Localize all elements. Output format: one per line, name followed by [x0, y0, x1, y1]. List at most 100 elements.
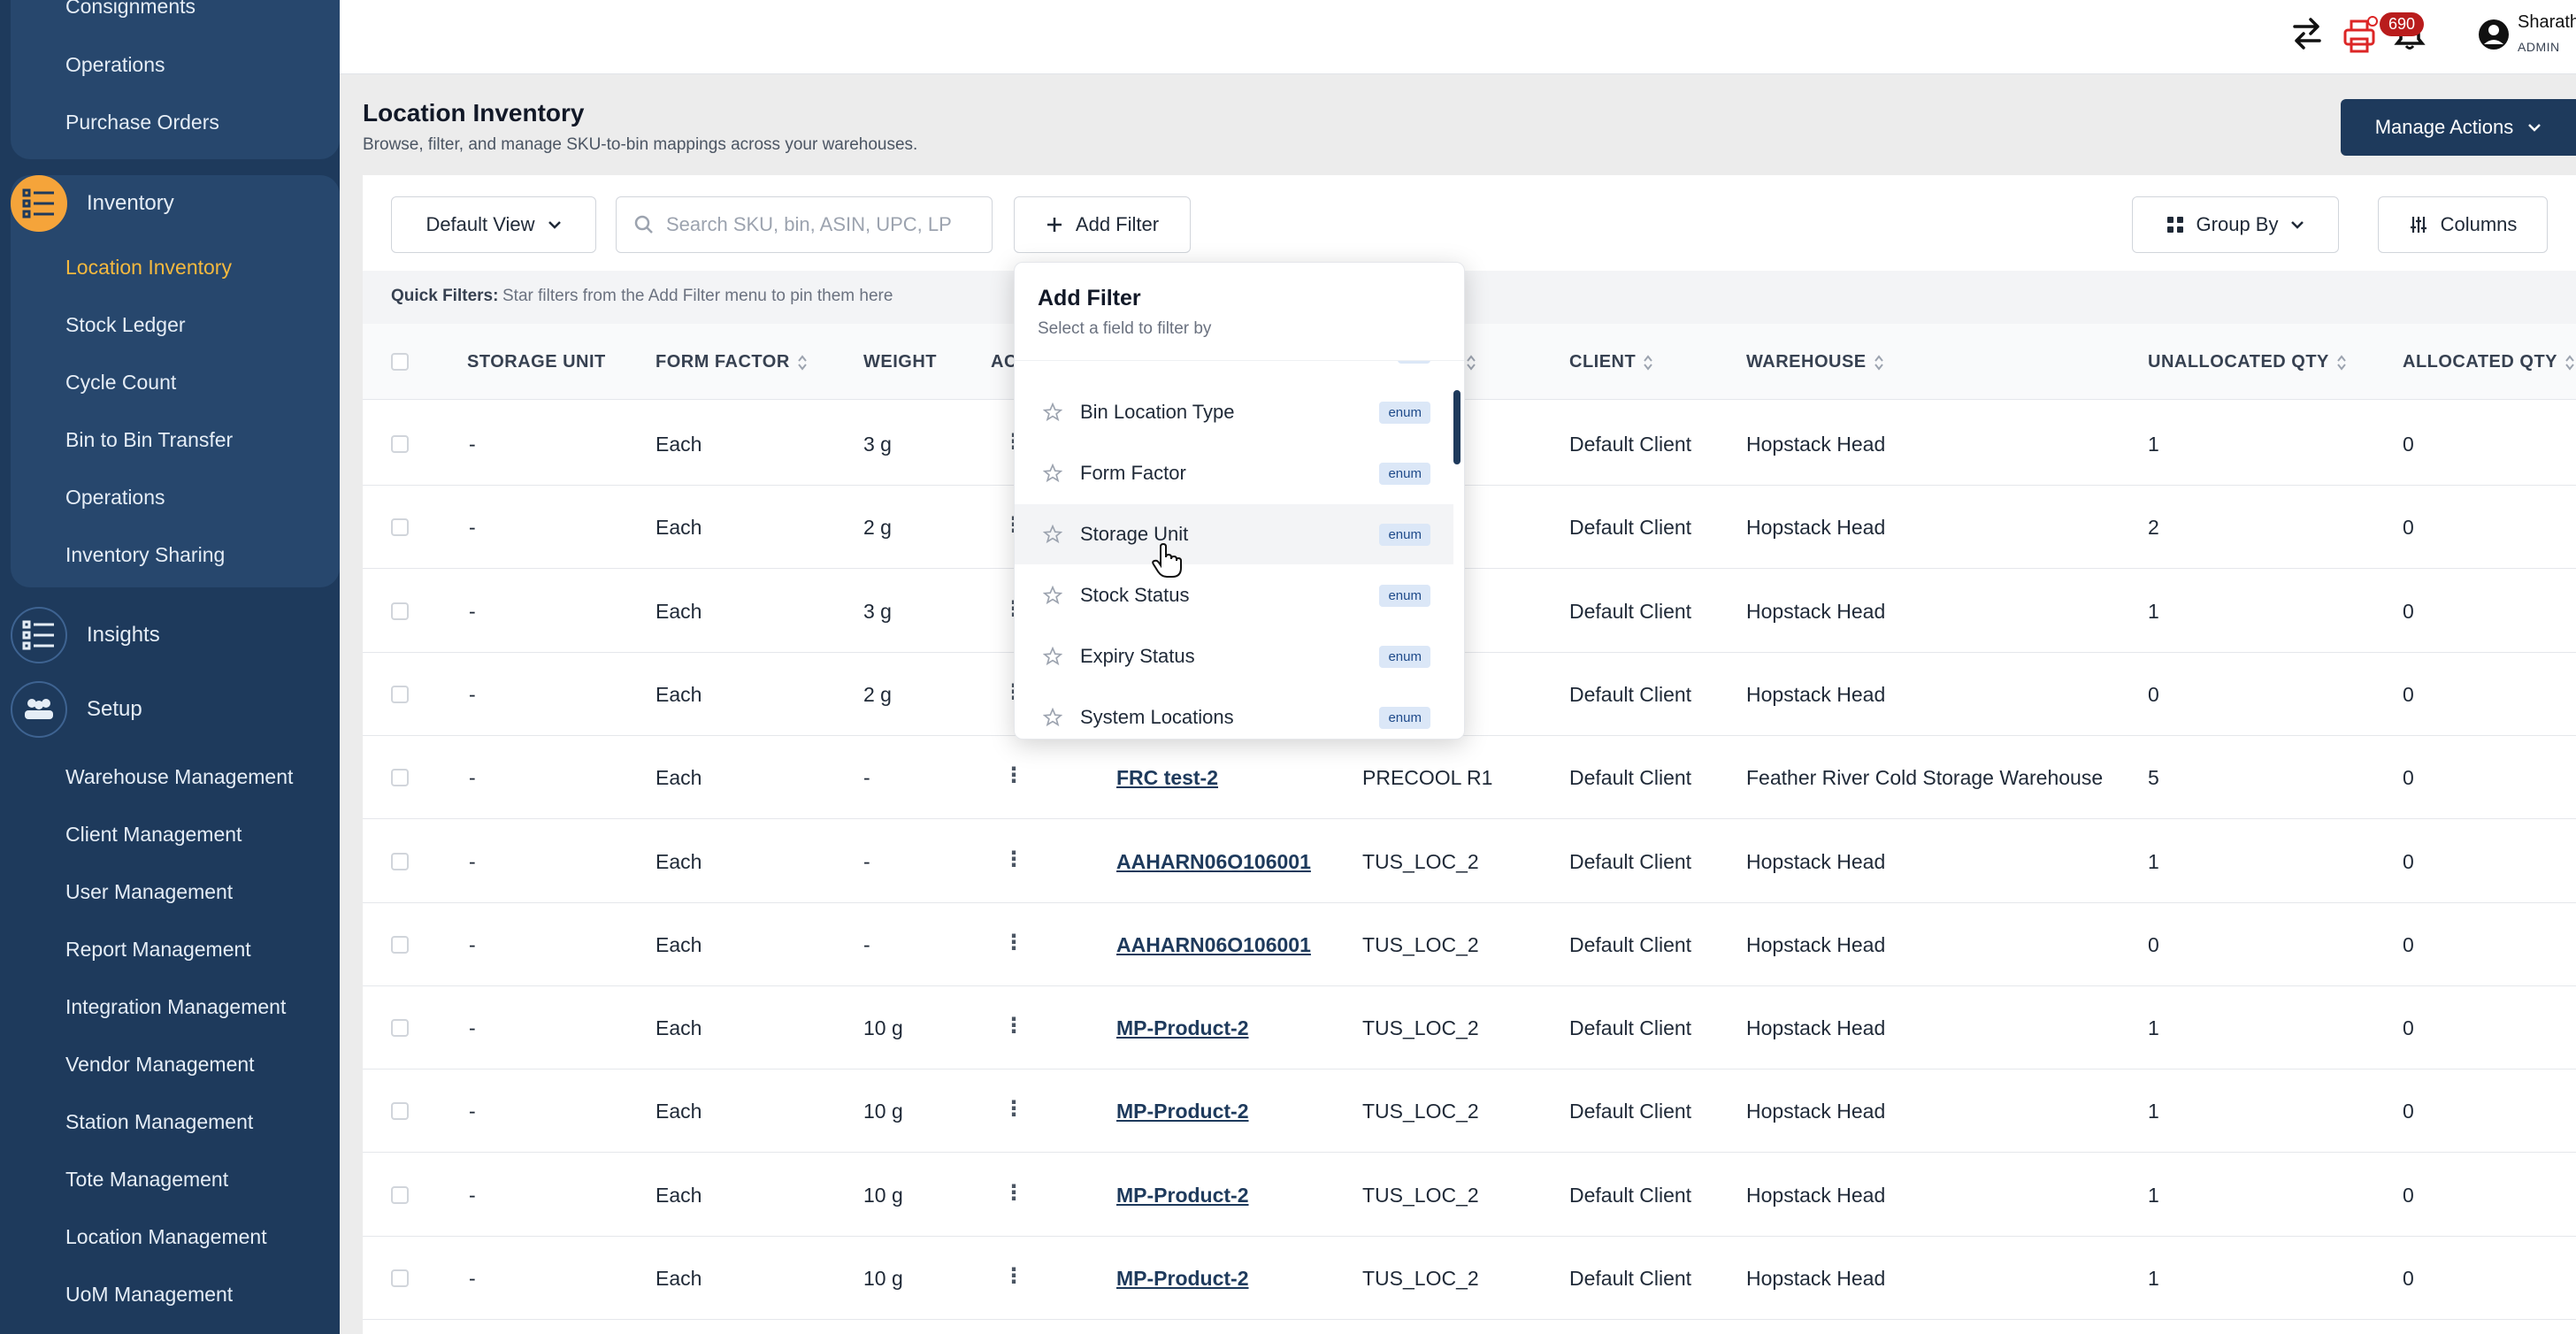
sidebar-item-user-management[interactable]: User Management: [65, 880, 234, 903]
column-header-form-factor[interactable]: FORM FACTOR: [656, 352, 808, 372]
search-box[interactable]: [616, 196, 993, 253]
cell-sku[interactable]: FRC test-2: [1116, 766, 1219, 790]
table-row[interactable]: [363, 986, 2576, 1070]
sidebar-item-purchase-orders[interactable]: Purchase Orders: [65, 111, 219, 134]
cell-sku[interactable]: MP-Product-2: [1116, 1183, 1249, 1207]
sidebar-section-insights[interactable]: Insights: [11, 607, 160, 663]
sidebar-item-uom-management[interactable]: UoM Management: [65, 1283, 234, 1306]
search-input[interactable]: [666, 213, 985, 236]
cell-sku[interactable]: MP-Product-2: [1116, 1267, 1249, 1290]
table-row[interactable]: [363, 736, 2576, 820]
star-icon[interactable]: [1043, 647, 1062, 666]
cell-unallocated-qty: 1: [2148, 1183, 2159, 1207]
table-row[interactable]: [363, 1070, 2576, 1154]
table-row[interactable]: [363, 1237, 2576, 1320]
row-actions-icon[interactable]: ⋮: [1003, 1097, 1024, 1122]
cell-allocated-qty: 0: [2403, 516, 2414, 540]
dropdown-scrollbar[interactable]: [1453, 390, 1460, 464]
sidebar-item-consignments[interactable]: Consignments: [65, 0, 196, 18]
star-icon[interactable]: [1043, 525, 1062, 544]
row-actions-icon[interactable]: ⋮: [1003, 1014, 1024, 1039]
cell-sku[interactable]: MP-Product-2: [1116, 1016, 1249, 1040]
transfer-arrows-icon[interactable]: [2291, 16, 2323, 56]
row-checkbox[interactable]: [391, 1019, 409, 1038]
user-avatar-icon[interactable]: [2477, 18, 2511, 56]
filter-option-storage-unit[interactable]: Storage Unit enum: [1015, 504, 1453, 564]
sidebar-item-tote-management[interactable]: Tote Management: [65, 1168, 229, 1191]
manage-actions-button[interactable]: Manage Actions: [2341, 99, 2576, 156]
column-header-unallocated-qty[interactable]: UNALLOCATED QTY: [2148, 352, 2347, 372]
sidebar-section-inventory[interactable]: Inventory: [11, 175, 174, 232]
column-header-client[interactable]: CLIENT: [1569, 352, 1653, 372]
sidebar-section-setup[interactable]: Setup: [11, 681, 142, 738]
row-actions-icon[interactable]: ⋮: [1003, 930, 1024, 954]
sidebar-item-cycle-count[interactable]: Cycle Count: [65, 371, 177, 394]
star-icon[interactable]: [1043, 464, 1062, 483]
sidebar-item-bin-to-bin-transfer[interactable]: Bin to Bin Transfer: [65, 428, 234, 451]
row-checkbox[interactable]: [391, 518, 409, 537]
column-header-allocated-qty[interactable]: ALLOCATED QTY: [2403, 352, 2575, 372]
sidebar-item-client-management[interactable]: Client Management: [65, 823, 242, 846]
sidebar-item-warehouse-management[interactable]: Warehouse Management: [65, 765, 294, 788]
row-checkbox[interactable]: [391, 602, 409, 620]
row-checkbox[interactable]: [391, 1269, 409, 1287]
row-actions-icon[interactable]: ⋮: [1003, 847, 1024, 871]
sidebar-item-location-management[interactable]: Location Management: [65, 1225, 267, 1248]
cell-warehouse: Hopstack Head: [1746, 433, 1886, 456]
filter-option-form-factor[interactable]: Form Factor enum: [1015, 443, 1453, 503]
sidebar-item-station-management[interactable]: Station Management: [65, 1110, 254, 1133]
sidebar-item-report-management[interactable]: Report Management: [65, 938, 251, 961]
table-row[interactable]: [363, 402, 2576, 486]
sidebar-item-inventory-operations[interactable]: Operations: [65, 486, 165, 509]
table-row[interactable]: [363, 569, 2576, 653]
row-checkbox[interactable]: [391, 769, 409, 787]
star-icon[interactable]: [1043, 708, 1062, 727]
column-header-warehouse[interactable]: WAREHOUSE: [1746, 352, 1884, 372]
row-checkbox[interactable]: [391, 935, 409, 954]
table-row[interactable]: [363, 652, 2576, 736]
sidebar-item-integration-management[interactable]: Integration Management: [65, 995, 287, 1018]
table-row[interactable]: [363, 819, 2576, 903]
row-actions-icon[interactable]: ⋮: [1003, 1180, 1024, 1205]
table-row[interactable]: [363, 486, 2576, 570]
row-actions-icon[interactable]: ⋮: [1003, 1264, 1024, 1288]
filter-option-expiry-status[interactable]: Expiry Status enum: [1015, 626, 1453, 686]
printer-icon[interactable]: [2342, 16, 2378, 59]
star-icon[interactable]: [1043, 402, 1062, 422]
add-filter-button[interactable]: Add Filter: [1014, 196, 1191, 253]
cell-allocated-qty: 0: [2403, 1016, 2414, 1040]
user-name[interactable]: Sharath: [2518, 12, 2576, 32]
select-all-checkbox[interactable]: [391, 353, 409, 371]
column-header-actions[interactable]: AC: [991, 352, 1017, 372]
cell-weight: 2 g: [863, 516, 892, 540]
row-checkbox[interactable]: [391, 852, 409, 870]
column-header-weight[interactable]: WEIGHT: [863, 352, 937, 372]
sidebar-item-inventory-sharing[interactable]: Inventory Sharing: [65, 543, 226, 566]
sidebar-group-top: [11, 0, 340, 159]
dropdown-subtitle: Select a field to filter by: [1038, 319, 1212, 338]
cell-sku[interactable]: AAHARN06O106001: [1116, 932, 1311, 956]
cell-warehouse: Hopstack Head: [1746, 682, 1886, 706]
sidebar-item-vendor-management[interactable]: Vendor Management: [65, 1053, 255, 1076]
row-checkbox[interactable]: [391, 435, 409, 453]
filter-option-stock-status[interactable]: Stock Status enum: [1015, 565, 1453, 625]
cell-sku[interactable]: AAHARN06O106001: [1116, 849, 1311, 873]
default-view-dropdown[interactable]: Default View: [391, 196, 596, 253]
group-by-button[interactable]: Group By: [2132, 196, 2339, 253]
filter-option-bin-location-type[interactable]: Bin Location Type enum: [1015, 382, 1453, 442]
sidebar-item-location-inventory[interactable]: Location Inventory: [65, 256, 232, 279]
cell-sku[interactable]: MP-Product-2: [1116, 1100, 1249, 1123]
columns-button[interactable]: Columns: [2378, 196, 2548, 253]
row-checkbox[interactable]: [391, 685, 409, 703]
filter-option-partial[interactable]: [1015, 361, 1453, 382]
sidebar-item-stock-ledger[interactable]: Stock Ledger: [65, 313, 186, 336]
row-actions-icon[interactable]: ⋮: [1003, 763, 1024, 788]
filter-option-system-locations[interactable]: System Locations enum: [1015, 687, 1453, 739]
column-header-storage-unit[interactable]: STORAGE UNIT: [467, 352, 606, 372]
row-checkbox[interactable]: [391, 1185, 409, 1204]
star-icon[interactable]: [1043, 586, 1062, 605]
row-checkbox[interactable]: [391, 1102, 409, 1121]
table-row[interactable]: [363, 902, 2576, 986]
table-row[interactable]: [363, 1153, 2576, 1237]
sidebar-item-operations[interactable]: Operations: [65, 53, 165, 76]
